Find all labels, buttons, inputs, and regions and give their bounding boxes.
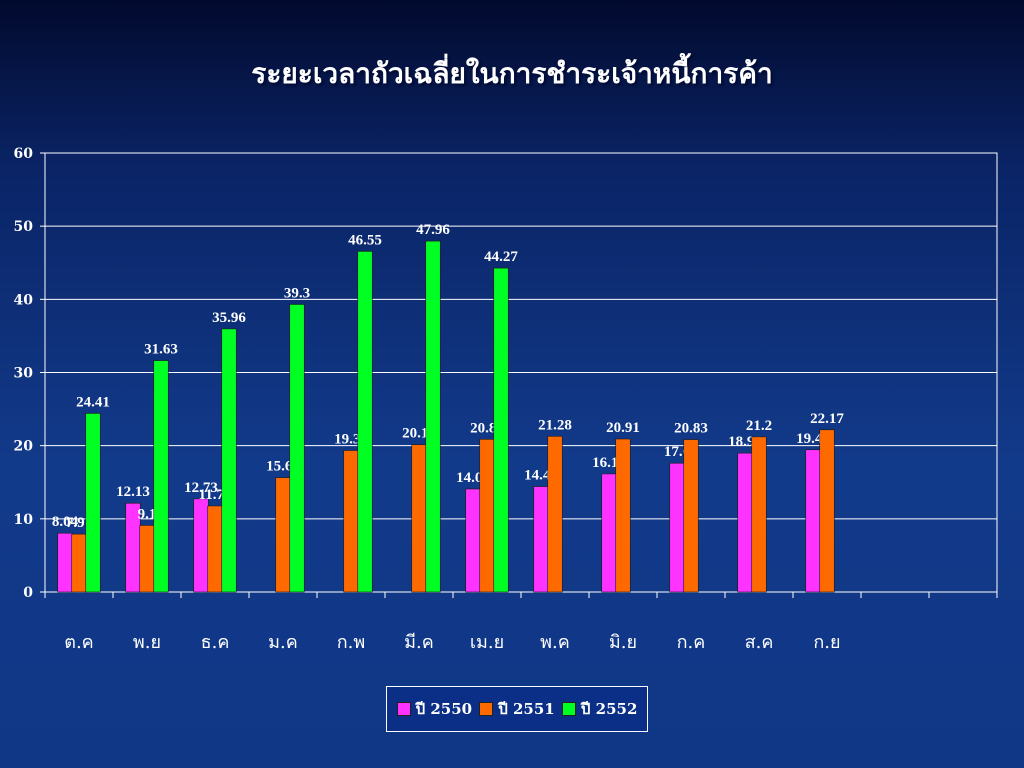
- data-label: 46.55: [348, 232, 382, 248]
- bar: [357, 251, 373, 593]
- legend-swatch: [396, 702, 411, 716]
- legend-swatch: [561, 702, 576, 716]
- legend-swatch: [479, 702, 494, 716]
- x-tick-label: ต.ค: [64, 632, 93, 653]
- bar: [479, 439, 495, 593]
- x-tick-label: มี.ค: [404, 632, 434, 653]
- y-tick-label: 60: [14, 146, 34, 162]
- legend-label: ปี 2551: [498, 700, 555, 718]
- legend: ปี 2550 ปี 2551 ปี 2552: [386, 686, 648, 732]
- bar: [193, 498, 209, 593]
- bar: [411, 444, 427, 593]
- bar: [57, 532, 73, 593]
- x-tick-label: ธ.ค: [201, 632, 230, 653]
- data-label: 24.41: [76, 394, 110, 410]
- data-label: 31.63: [144, 342, 178, 358]
- bar: [465, 488, 481, 593]
- x-tick-label: มิ.ย: [609, 632, 637, 653]
- bar: [819, 429, 835, 593]
- bar: [669, 462, 685, 593]
- data-label: 21.2: [746, 418, 772, 434]
- bar: [683, 439, 699, 593]
- y-tick-label: 40: [14, 292, 34, 308]
- bar: [289, 304, 305, 593]
- y-tick-label: 50: [14, 219, 34, 235]
- data-label: 20.83: [674, 421, 708, 437]
- bar: [425, 240, 441, 593]
- y-tick-label: 20: [14, 439, 34, 455]
- data-label: 39.3: [284, 285, 310, 301]
- bar: [805, 449, 821, 593]
- y-tick-label: 10: [14, 512, 34, 528]
- bar: [71, 533, 87, 593]
- data-label: 47.96: [416, 222, 450, 238]
- data-label: 9.1: [138, 506, 157, 522]
- legend-label: ปี 2552: [580, 700, 638, 718]
- data-label: 21.28: [538, 417, 572, 433]
- x-tick-label: เม.ย: [470, 632, 504, 653]
- data-label: 20.91: [606, 420, 640, 436]
- data-label: 12.73: [184, 480, 218, 496]
- x-tick-label: ก.ค: [677, 632, 706, 653]
- data-label: 35.96: [212, 310, 246, 326]
- data-label: 12.13: [116, 484, 150, 500]
- x-tick-label: ก.พ: [337, 632, 366, 653]
- x-tick-label: ก.ย: [813, 632, 840, 653]
- legend-label: ปี 2550: [415, 700, 473, 718]
- bar: [601, 473, 617, 593]
- legend-item: ปี 2552: [561, 697, 638, 721]
- x-tick-label: พ.ย: [133, 632, 161, 653]
- bar: [85, 413, 101, 593]
- data-label: 22.17: [810, 411, 844, 427]
- data-label: 44.27: [484, 249, 518, 265]
- bar: [207, 505, 223, 593]
- bar: [547, 436, 563, 593]
- legend-item: ปี 2550: [396, 697, 473, 721]
- y-tick-label: 0: [23, 585, 33, 601]
- bar: [493, 267, 509, 593]
- bar: [221, 328, 237, 593]
- y-tick-label: 30: [14, 366, 34, 382]
- bar: [737, 452, 753, 593]
- bar: [275, 477, 291, 593]
- bar: [615, 438, 631, 593]
- data-label: 8.04: [52, 514, 79, 530]
- x-tick-label: พ.ค: [540, 632, 570, 653]
- bar: [153, 360, 169, 593]
- bar: [751, 436, 767, 593]
- legend-item: ปี 2551: [479, 697, 555, 721]
- bar: [139, 525, 155, 593]
- chart-title: ระยะเวลาถัวเฉลี่ยในการชำระเจ้าหนี้การค้า: [251, 57, 773, 90]
- x-tick-label: ส.ค: [745, 632, 774, 653]
- bar: [343, 450, 359, 593]
- bar: [533, 486, 549, 593]
- x-tick-label: ม.ค: [268, 632, 298, 653]
